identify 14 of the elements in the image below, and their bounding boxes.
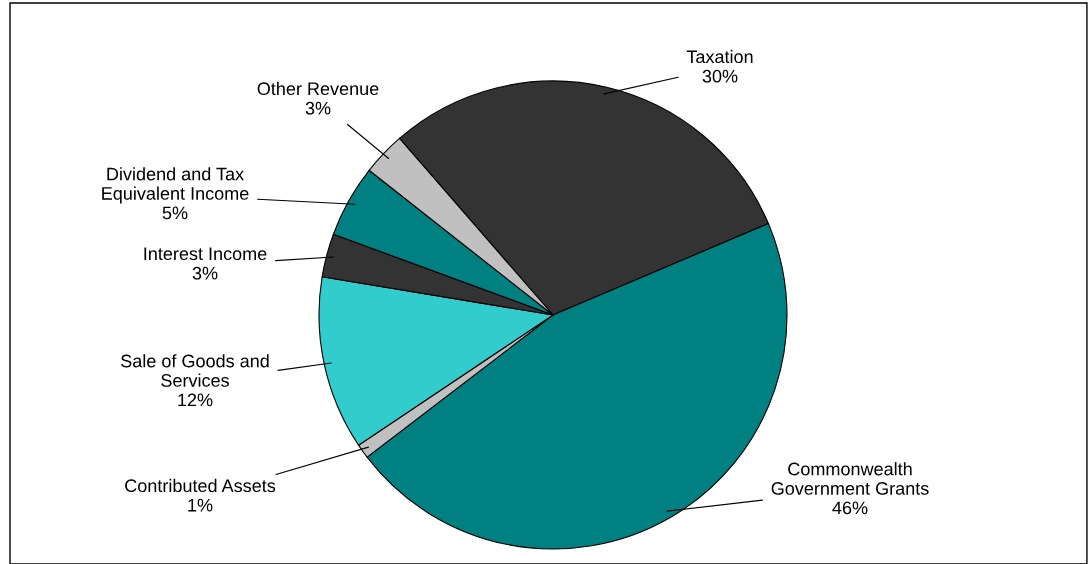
slice-label: Commonwealth Government Grants: [771, 462, 929, 495]
data-label: 1%: [188, 498, 213, 512]
slice-label: Other Revenue: [257, 81, 379, 96]
data-label: 3%: [192, 266, 218, 280]
slice-label: Interest Income: [144, 247, 267, 261]
slice-label: Contributed Assets: [125, 478, 276, 493]
data-label: 30%: [702, 69, 738, 83]
slice-label: Dividend and Tax Equivalent Income: [102, 167, 249, 204]
data-label: 3%: [305, 101, 331, 115]
slice-label: Sale of Goods and Services: [121, 354, 269, 387]
slice-label: Taxation: [686, 49, 753, 64]
data-label: 46%: [832, 501, 868, 515]
data-label: 12%: [178, 393, 213, 407]
data-label: 5%: [162, 206, 188, 220]
